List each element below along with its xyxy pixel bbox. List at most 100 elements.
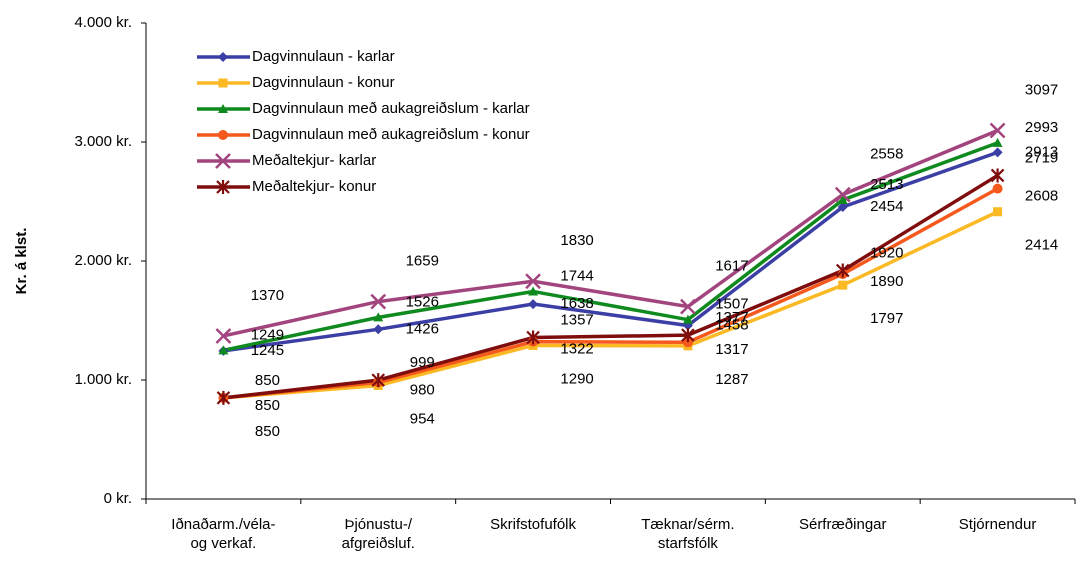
x-tick-label: Skrifstofufólk [490,516,577,533]
data-label: 1744 [560,267,593,284]
data-label: 850 [255,372,280,389]
marker-shape [682,337,693,348]
x-tick-label: Iðnaðarm./véla- og verkaf. [171,516,276,552]
marker-shape [834,186,851,203]
marker [371,373,386,388]
marker-shape [216,390,231,405]
marker-shape [528,286,539,296]
marker-shape [216,180,230,194]
marker-shape [218,78,228,88]
legend-label: Dagvinnulaun - konur [252,74,395,91]
marker [682,314,693,324]
data-label: 999 [410,354,435,371]
data-label: 1322 [560,341,593,358]
legend-label: Dagvinnulaun með aukagreiðslum - karlar [252,100,530,117]
data-label: 1287 [715,371,748,388]
marker-shape [370,293,387,310]
data-label: 1638 [560,295,593,312]
marker-shape [218,104,228,113]
x-tick-label: Stjórnendur [958,516,1037,533]
data-label: 1426 [406,320,439,337]
data-label: 1659 [406,253,439,270]
series-line [223,173,999,400]
marker [837,194,848,204]
marker-shape [218,345,229,355]
data-label: 2608 [1025,188,1058,205]
marker [218,52,228,62]
marker-shape [218,130,228,140]
marker-shape [837,194,848,204]
data-label: 1249 [251,326,284,343]
data-label: 3097 [1025,81,1058,98]
data-label: 2513 [870,176,903,193]
marker [215,153,231,169]
marker-shape [525,273,541,290]
y-axis-label: Kr. á klst. [13,228,30,295]
marker-shape [680,298,696,315]
data-label: 2913 [1025,143,1058,160]
y-tick-label: 4.000 kr. [74,14,132,31]
data-label: 1377 [715,309,748,326]
marker [681,328,695,343]
marker [835,263,850,278]
marker-shape [371,373,386,388]
series-line [223,150,999,353]
marker [682,337,693,348]
data-label: 2719 [1025,149,1058,166]
data-label: 850 [255,423,280,440]
marker-shape [989,122,1006,139]
marker [370,293,387,310]
x-tick-label: Tæknar/sérm. starfsfólk [641,516,735,552]
data-label: 2558 [870,146,903,163]
data-label: 850 [255,397,280,414]
marker [216,180,230,194]
data-label: 1920 [870,244,903,261]
marker-shape [837,201,848,212]
marker-shape [992,137,1003,147]
marker-shape [835,263,850,278]
data-label: 2454 [870,198,903,215]
data-label: 1830 [560,232,593,249]
legend-label: Meðaltekjur- karlar [252,152,376,169]
marker [993,207,1003,217]
marker [218,345,229,355]
marker-shape [373,312,384,322]
data-label: 1797 [870,310,903,327]
x-tick-label: Þjónustu-/ afgreiðsluf. [341,516,415,552]
marker-shape [373,324,384,335]
data-label: 1526 [406,293,439,310]
data-label: 2993 [1025,119,1058,136]
marker-shape [682,314,693,324]
y-tick-label: 1.000 kr. [74,371,132,388]
marker [834,186,851,203]
data-label: 1890 [870,273,903,290]
series-line [223,187,999,400]
marker [989,122,1006,139]
marker-shape [993,207,1003,217]
marker [992,137,1003,147]
legend-label: Dagvinnulaun með aukagreiðslum - konur [252,126,530,143]
y-tick-label: 0 kr. [104,490,132,507]
marker-shape [992,147,1003,158]
marker [373,324,384,335]
marker [218,78,228,88]
marker [837,201,848,212]
marker [525,273,541,290]
marker [215,328,232,344]
marker-shape [215,328,232,344]
data-label: 1458 [715,316,748,333]
marker-shape [681,328,695,343]
data-label: 1617 [715,258,748,275]
data-label: 1290 [560,370,593,387]
marker-shape [215,153,231,169]
data-label: 1245 [251,342,284,359]
marker-shape [528,299,539,310]
marker [528,286,539,296]
y-tick-label: 2.000 kr. [74,252,132,269]
data-label: 2414 [1025,237,1058,254]
legend-label: Dagvinnulaun - karlar [252,48,395,65]
data-label: 1370 [251,287,284,304]
y-tick-label: 3.000 kr. [74,133,132,150]
series-line [223,141,999,353]
